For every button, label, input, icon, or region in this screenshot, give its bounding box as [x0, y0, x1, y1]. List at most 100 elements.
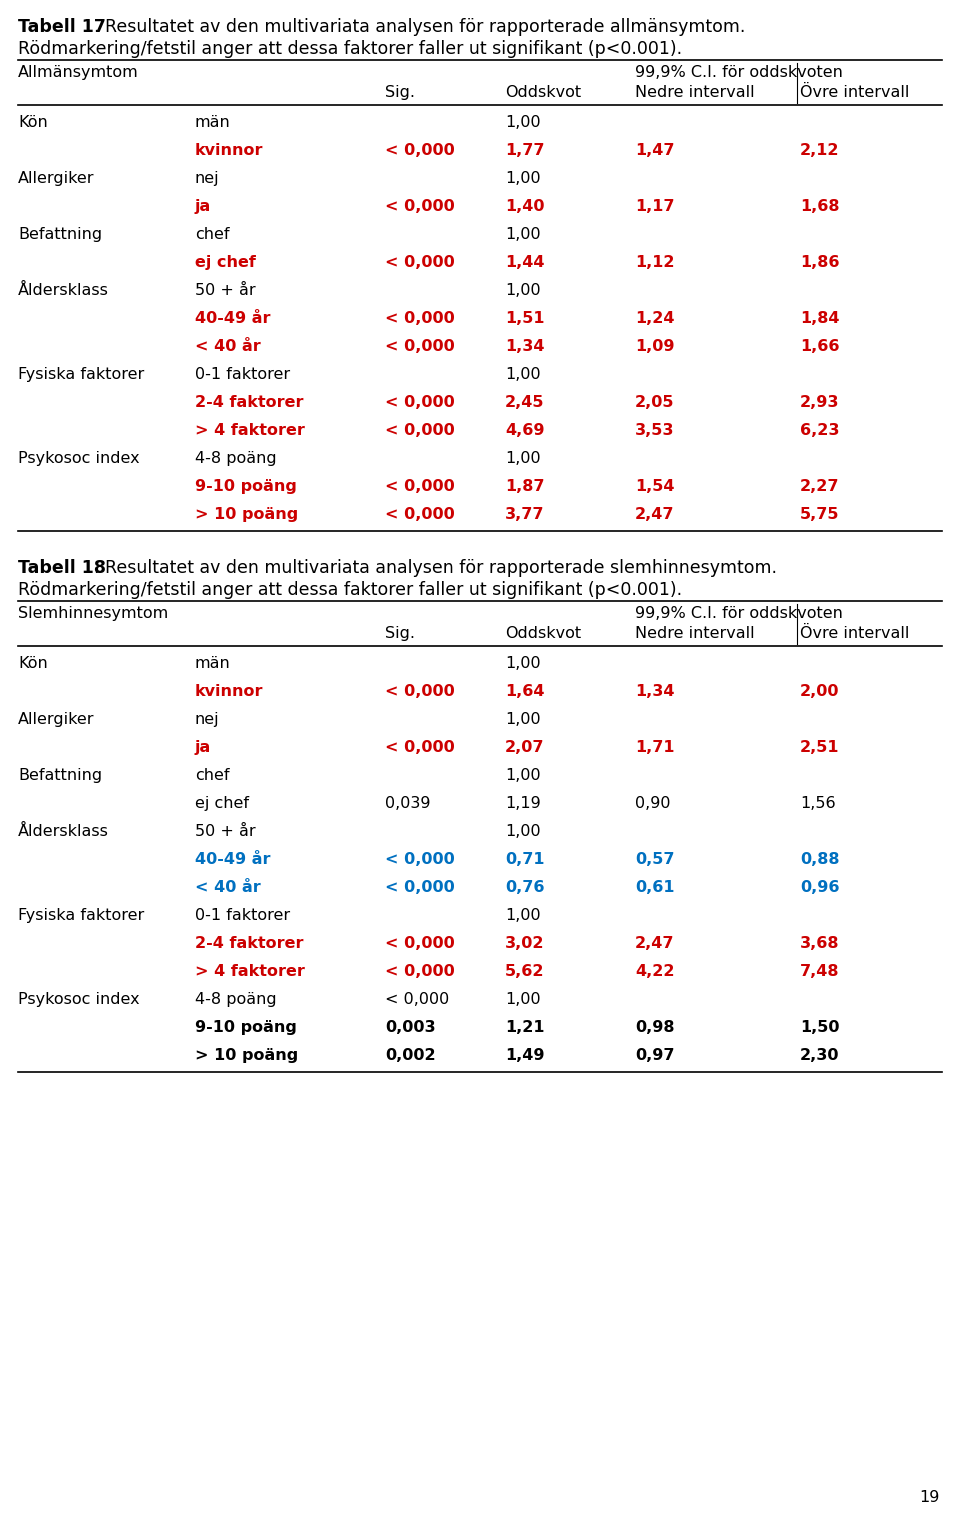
- Text: 99,9% C.I. för oddskvoten: 99,9% C.I. för oddskvoten: [635, 606, 843, 621]
- Text: 6,23: 6,23: [800, 423, 839, 438]
- Text: 1,44: 1,44: [505, 255, 544, 270]
- Text: 1,77: 1,77: [505, 142, 544, 158]
- Text: Befattning: Befattning: [18, 227, 102, 242]
- Text: Slemhinnesymtom: Slemhinnesymtom: [18, 606, 168, 621]
- Text: ej chef: ej chef: [195, 795, 249, 811]
- Text: Sig.: Sig.: [385, 85, 415, 100]
- Text: 2,45: 2,45: [505, 395, 544, 411]
- Text: 2,07: 2,07: [505, 739, 544, 754]
- Text: 50 + år: 50 + år: [195, 824, 255, 839]
- Text: män: män: [195, 656, 230, 671]
- Text: < 0,000: < 0,000: [385, 508, 455, 523]
- Text: 1,87: 1,87: [505, 479, 544, 494]
- Text: 1,17: 1,17: [635, 198, 675, 214]
- Text: 2,27: 2,27: [800, 479, 839, 494]
- Text: män: män: [195, 115, 230, 130]
- Text: < 40 år: < 40 år: [195, 339, 261, 355]
- Text: 0,98: 0,98: [635, 1020, 675, 1035]
- Text: < 0,000: < 0,000: [385, 479, 455, 494]
- Text: 1,50: 1,50: [800, 1020, 839, 1035]
- Text: . Resultatet av den multivariata analysen för rapporterade allmänsymtom.: . Resultatet av den multivariata analyse…: [94, 18, 745, 36]
- Text: > 4 faktorer: > 4 faktorer: [195, 423, 305, 438]
- Text: Tabell 18: Tabell 18: [18, 559, 106, 577]
- Text: 0,76: 0,76: [505, 880, 544, 895]
- Text: 2,30: 2,30: [800, 1048, 839, 1064]
- Text: 1,00: 1,00: [505, 992, 540, 1007]
- Text: 1,00: 1,00: [505, 367, 540, 382]
- Text: 9-10 poäng: 9-10 poäng: [195, 479, 297, 494]
- Text: 4,22: 4,22: [635, 964, 675, 979]
- Text: 3,68: 3,68: [800, 936, 839, 951]
- Text: 1,68: 1,68: [800, 198, 839, 214]
- Text: 19: 19: [920, 1489, 940, 1504]
- Text: Allmänsymtom: Allmänsymtom: [18, 65, 139, 80]
- Text: 2,12: 2,12: [800, 142, 839, 158]
- Text: > 10 poäng: > 10 poäng: [195, 508, 299, 523]
- Text: 0,88: 0,88: [800, 851, 839, 867]
- Text: < 0,000: < 0,000: [385, 936, 455, 951]
- Text: 1,21: 1,21: [505, 1020, 544, 1035]
- Text: 2,47: 2,47: [635, 508, 675, 523]
- Text: < 0,000: < 0,000: [385, 964, 455, 979]
- Text: 9-10 poäng: 9-10 poäng: [195, 1020, 297, 1035]
- Text: < 0,000: < 0,000: [385, 880, 455, 895]
- Text: Kön: Kön: [18, 656, 48, 671]
- Text: 0,57: 0,57: [635, 851, 675, 867]
- Text: 0,90: 0,90: [635, 795, 670, 811]
- Text: 1,47: 1,47: [635, 142, 675, 158]
- Text: < 0,000: < 0,000: [385, 395, 455, 411]
- Text: Nedre intervall: Nedre intervall: [635, 626, 755, 641]
- Text: 1,00: 1,00: [505, 227, 540, 242]
- Text: 1,34: 1,34: [635, 683, 675, 698]
- Text: 1,00: 1,00: [505, 171, 540, 186]
- Text: 1,19: 1,19: [505, 795, 540, 811]
- Text: 1,00: 1,00: [505, 907, 540, 923]
- Text: 5,62: 5,62: [505, 964, 544, 979]
- Text: Sig.: Sig.: [385, 626, 415, 641]
- Text: 0,039: 0,039: [385, 795, 430, 811]
- Text: 1,51: 1,51: [505, 311, 544, 326]
- Text: Övre intervall: Övre intervall: [800, 626, 909, 641]
- Text: 99,9% C.I. för oddskvoten: 99,9% C.I. för oddskvoten: [635, 65, 843, 80]
- Text: 40-49 år: 40-49 år: [195, 851, 271, 867]
- Text: < 0,000: < 0,000: [385, 992, 449, 1007]
- Text: 1,00: 1,00: [505, 115, 540, 130]
- Text: 0,002: 0,002: [385, 1048, 436, 1064]
- Text: 5,75: 5,75: [800, 508, 839, 523]
- Text: < 0,000: < 0,000: [385, 255, 455, 270]
- Text: 1,00: 1,00: [505, 768, 540, 783]
- Text: 1,86: 1,86: [800, 255, 839, 270]
- Text: < 40 år: < 40 år: [195, 880, 261, 895]
- Text: 0,71: 0,71: [505, 851, 544, 867]
- Text: 2,47: 2,47: [635, 936, 675, 951]
- Text: . Resultatet av den multivariata analysen för rapporterade slemhinnesymtom.: . Resultatet av den multivariata analyse…: [94, 559, 777, 577]
- Text: < 0,000: < 0,000: [385, 311, 455, 326]
- Text: Åldersklass: Åldersklass: [18, 824, 108, 839]
- Text: 2-4 faktorer: 2-4 faktorer: [195, 395, 303, 411]
- Text: 7,48: 7,48: [800, 964, 839, 979]
- Text: 2,05: 2,05: [635, 395, 675, 411]
- Text: ja: ja: [195, 198, 211, 214]
- Text: 2,93: 2,93: [800, 395, 839, 411]
- Text: 3,77: 3,77: [505, 508, 544, 523]
- Text: 1,40: 1,40: [505, 198, 544, 214]
- Text: Allergiker: Allergiker: [18, 712, 94, 727]
- Text: 1,56: 1,56: [800, 795, 835, 811]
- Text: 1,00: 1,00: [505, 656, 540, 671]
- Text: 4-8 poäng: 4-8 poäng: [195, 451, 276, 467]
- Text: 0-1 faktorer: 0-1 faktorer: [195, 907, 290, 923]
- Text: 1,49: 1,49: [505, 1048, 544, 1064]
- Text: chef: chef: [195, 768, 229, 783]
- Text: < 0,000: < 0,000: [385, 683, 455, 698]
- Text: 1,34: 1,34: [505, 339, 544, 355]
- Text: < 0,000: < 0,000: [385, 339, 455, 355]
- Text: 0,003: 0,003: [385, 1020, 436, 1035]
- Text: < 0,000: < 0,000: [385, 851, 455, 867]
- Text: < 0,000: < 0,000: [385, 198, 455, 214]
- Text: 0,97: 0,97: [635, 1048, 675, 1064]
- Text: 4,69: 4,69: [505, 423, 544, 438]
- Text: Fysiska faktorer: Fysiska faktorer: [18, 367, 144, 382]
- Text: nej: nej: [195, 712, 220, 727]
- Text: 1,71: 1,71: [635, 739, 675, 754]
- Text: kvinnor: kvinnor: [195, 142, 263, 158]
